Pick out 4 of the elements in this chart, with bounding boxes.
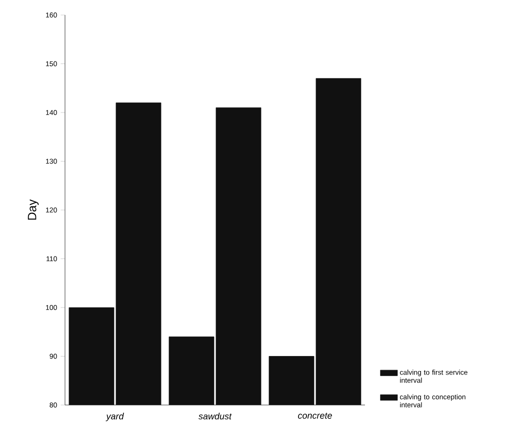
x-tick-label: yard [106,412,124,422]
x-tick-label: sawdust [198,412,232,420]
y-axis-title: Day [28,199,39,220]
x-tick-label: concrete [298,412,332,419]
